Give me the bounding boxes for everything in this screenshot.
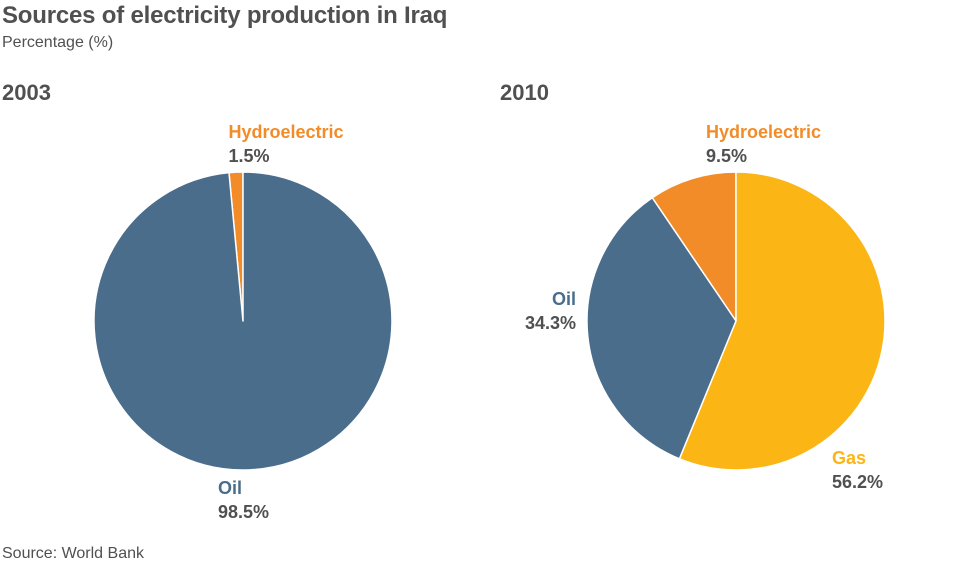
- pie-2003-hydro-value: 1.5%: [228, 146, 270, 166]
- pie-2010-hydro-value: 9.5%: [706, 146, 748, 166]
- pie-2010-gas-name: Gas: [832, 448, 867, 468]
- pie-2010-label-oil: Oil 34.3%: [525, 287, 576, 335]
- pie-2010-oil-value: 34.3%: [524, 313, 576, 333]
- pie-2010-gas-value: 56.2%: [832, 472, 884, 492]
- pie-2010-label-hydroelectric: Hydroelectric 9.5%: [706, 120, 821, 168]
- pie-2003-title: 2003: [2, 80, 51, 105]
- pie-2010-oil-name: Oil: [551, 289, 576, 309]
- pie-2003-oil-name: Oil: [218, 478, 243, 498]
- pie-slice-2003-oil: [93, 171, 393, 471]
- pie-2003-oil-value: 98.5%: [218, 502, 270, 522]
- pie-2010-hydro-name: Hydroelectric: [706, 122, 822, 142]
- pie-2010-title: 2010: [500, 80, 549, 105]
- pie-slice-2010-hydroelectric: [651, 171, 737, 322]
- pie-slice-2010-oil: [586, 197, 737, 460]
- pie-2003: [93, 171, 393, 471]
- source-note: Source: World Bank: [2, 545, 144, 562]
- pie-2003-label-oil: Oil 98.5%: [218, 476, 269, 524]
- pie-2003-hydro-name: Hydroelectric: [228, 122, 344, 142]
- chart-title: Sources of electricity production in Ira…: [2, 2, 448, 29]
- pie-2003-label-hydroelectric: Hydroelectric 1.5%: [228, 120, 343, 168]
- pie-2010: [586, 171, 886, 471]
- pie-2010-label-gas: Gas 56.2%: [832, 446, 883, 494]
- chart-subtitle: Percentage (%): [2, 34, 114, 51]
- pie-slice-2010-gas: [678, 171, 886, 471]
